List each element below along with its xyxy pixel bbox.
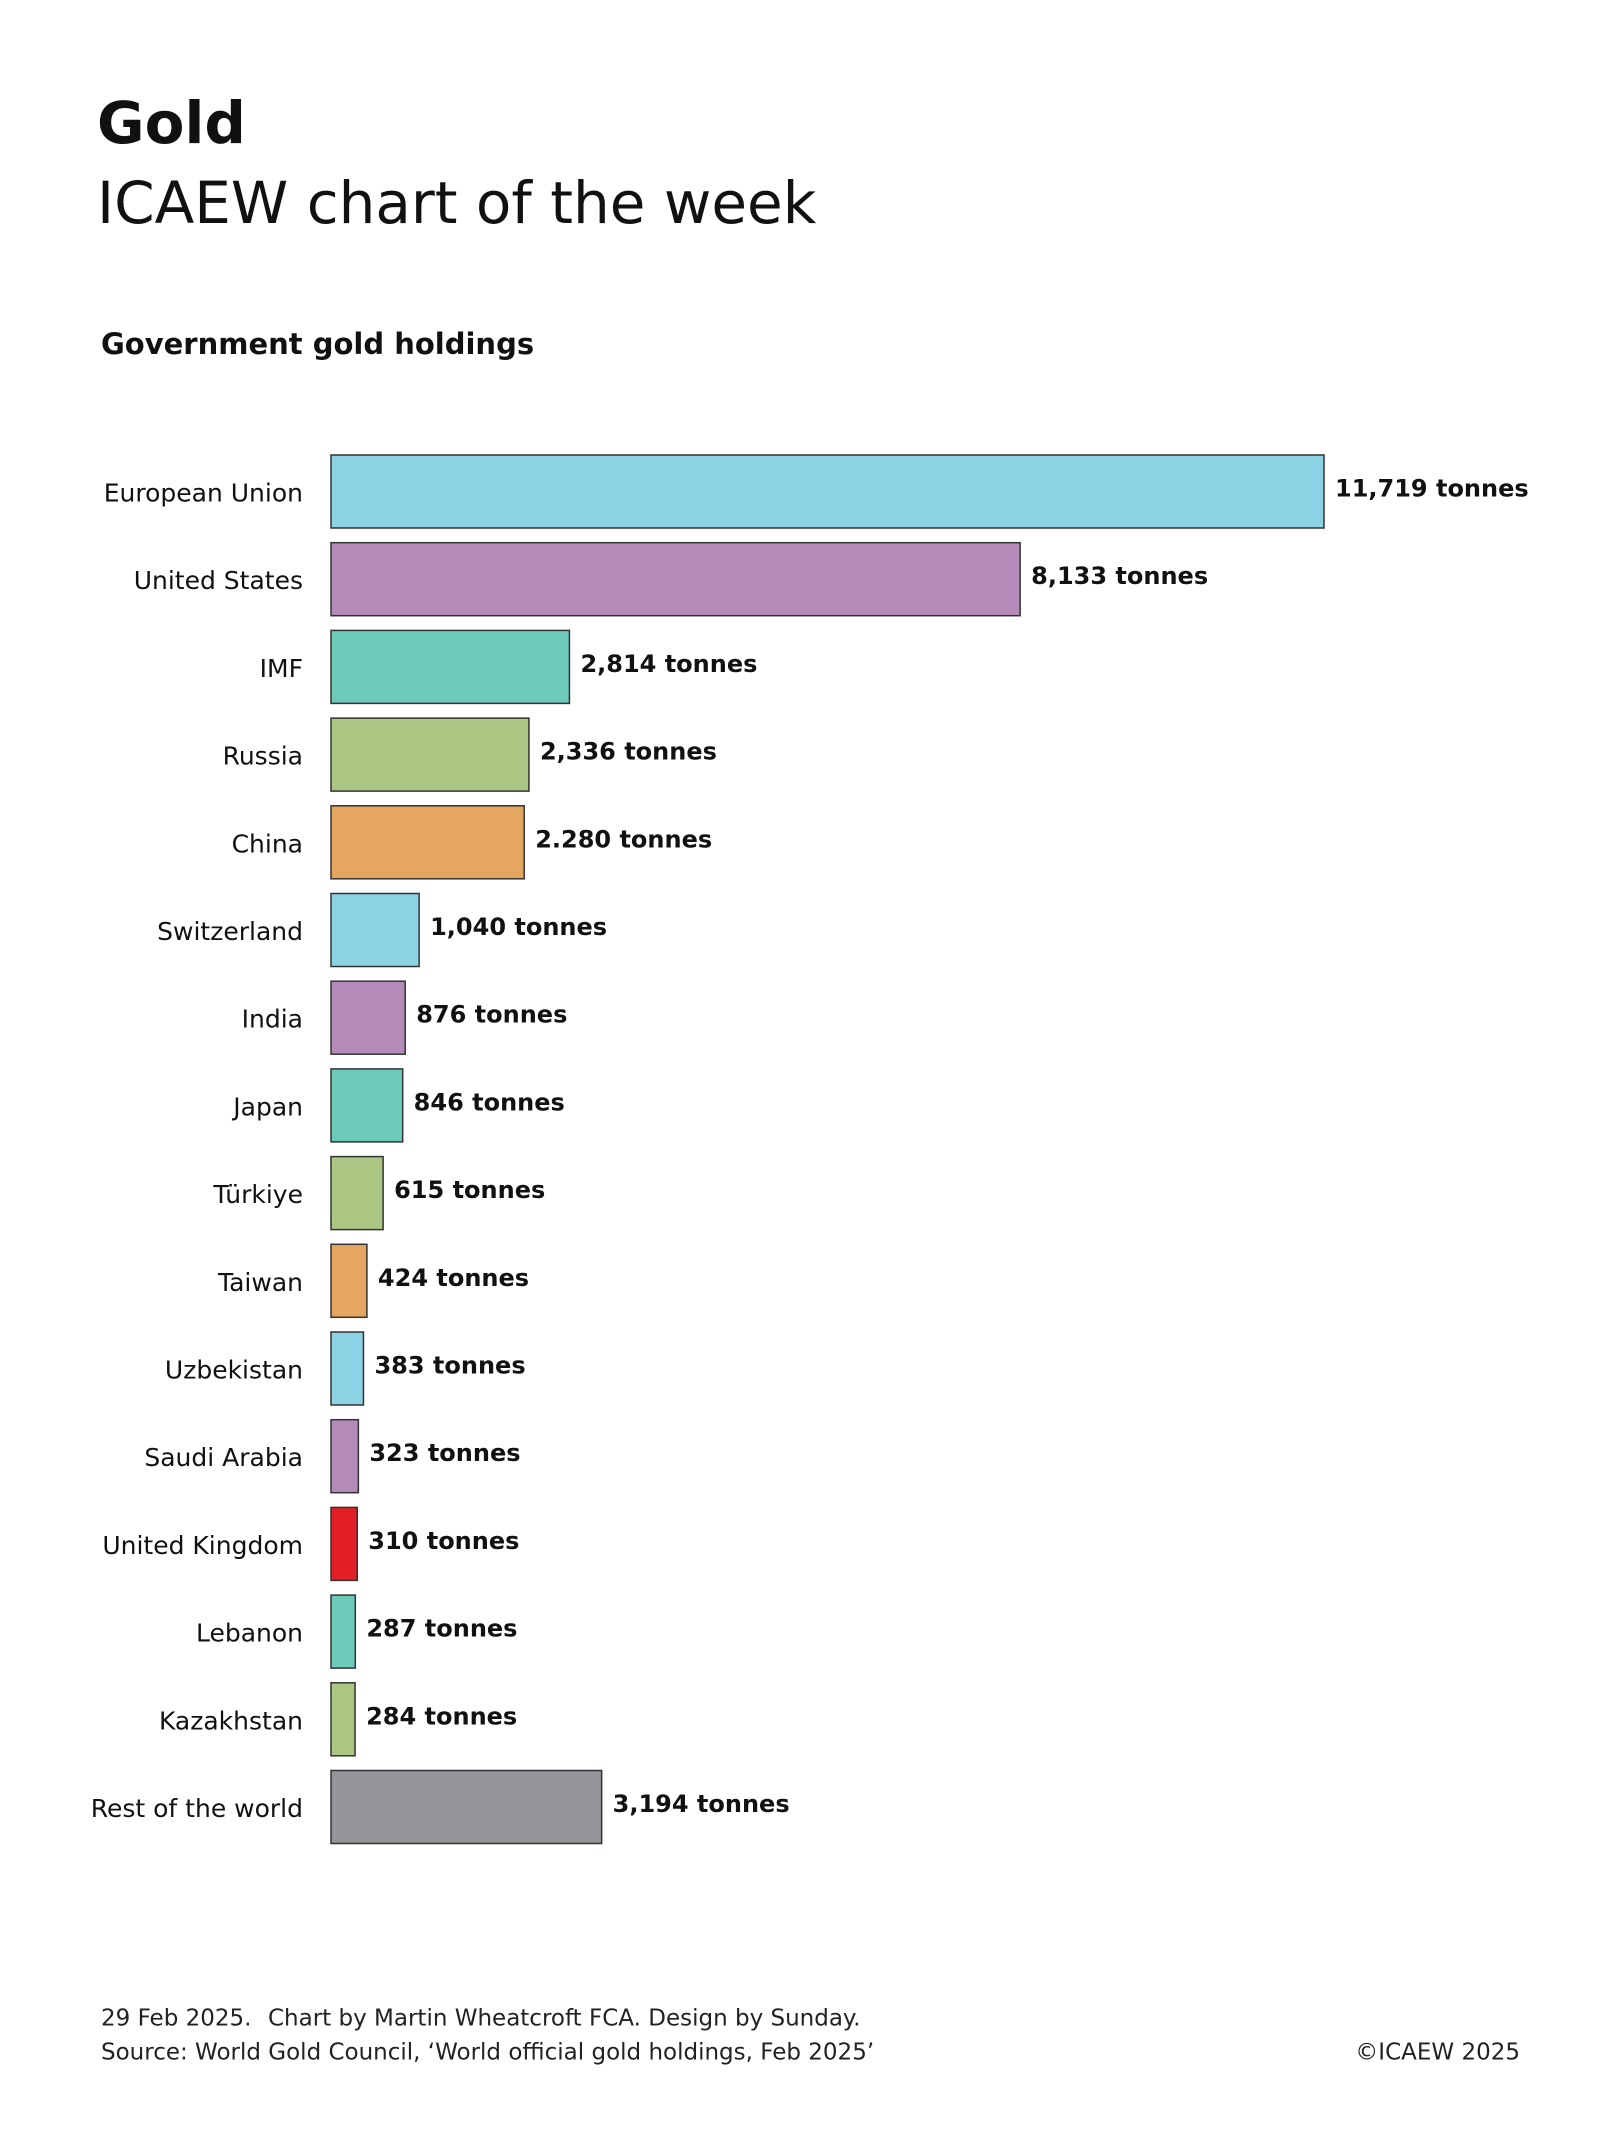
bar bbox=[330, 1594, 357, 1669]
value-label: 424 tonnes bbox=[378, 1264, 529, 1292]
value-label: 287 tonnes bbox=[366, 1615, 517, 1643]
bar bbox=[330, 541, 1021, 617]
footer-source: Source: World Gold Council, ‘World offic… bbox=[101, 2040, 874, 2066]
category-label: Rest of the world bbox=[91, 1794, 303, 1823]
footer-copyright: ©ICAEW 2025 bbox=[1355, 2040, 1520, 2066]
page-subtitle: ICAEW chart of the week bbox=[97, 169, 817, 237]
value-label: 2,814 tonnes bbox=[580, 650, 757, 678]
value-label: 2,336 tonnes bbox=[540, 738, 717, 766]
value-label: 383 tonnes bbox=[374, 1352, 525, 1380]
value-label: 3,194 tonnes bbox=[613, 1790, 790, 1818]
bar bbox=[330, 805, 525, 880]
bar bbox=[330, 1068, 404, 1143]
bar bbox=[330, 1418, 360, 1494]
bar bbox=[330, 892, 420, 968]
category-label: United States bbox=[134, 566, 303, 595]
category-label: Japan bbox=[231, 1092, 303, 1121]
category-label: United Kingdom bbox=[102, 1531, 303, 1560]
category-label: Türkiye bbox=[212, 1180, 303, 1209]
category-label: India bbox=[242, 1005, 303, 1034]
value-label: 284 tonnes bbox=[366, 1702, 517, 1730]
value-label: 1,040 tonnes bbox=[430, 913, 607, 941]
category-label: Switzerland bbox=[157, 917, 303, 946]
category-label: Lebanon bbox=[196, 1619, 303, 1648]
page-title: Gold bbox=[97, 89, 246, 157]
category-label: Taiwan bbox=[217, 1268, 303, 1297]
value-label: 846 tonnes bbox=[414, 1088, 565, 1116]
bar bbox=[330, 980, 406, 1055]
value-label: 310 tonnes bbox=[368, 1527, 519, 1555]
bar bbox=[330, 1243, 368, 1319]
category-label: IMF bbox=[260, 654, 303, 683]
value-label: 2.280 tonnes bbox=[535, 825, 712, 853]
category-label: China bbox=[232, 829, 303, 858]
bar bbox=[330, 717, 530, 792]
value-label: 615 tonnes bbox=[394, 1176, 545, 1204]
bar bbox=[330, 629, 571, 705]
footer-credit: Chart by Martin Wheatcroft FCA. Design b… bbox=[268, 2006, 861, 2032]
bar bbox=[330, 454, 1325, 529]
bar bbox=[330, 1682, 356, 1757]
category-label: Kazakhstan bbox=[159, 1706, 303, 1735]
value-label: 876 tonnes bbox=[416, 1001, 567, 1029]
category-label: Uzbekistan bbox=[165, 1356, 303, 1385]
bar bbox=[330, 1155, 384, 1231]
category-label: Russia bbox=[223, 742, 303, 771]
category-label: European Union bbox=[104, 479, 303, 508]
bar bbox=[330, 1506, 359, 1582]
chart-title: Government gold holdings bbox=[101, 327, 534, 361]
value-label: 323 tonnes bbox=[369, 1439, 520, 1467]
value-label: 11,719 tonnes bbox=[1335, 475, 1529, 503]
bar bbox=[330, 1769, 603, 1845]
bar bbox=[330, 1331, 365, 1406]
category-label: Saudi Arabia bbox=[144, 1443, 303, 1472]
value-label: 8,133 tonnes bbox=[1031, 562, 1208, 590]
footer-date: 29 Feb 2025. bbox=[101, 2006, 251, 2032]
